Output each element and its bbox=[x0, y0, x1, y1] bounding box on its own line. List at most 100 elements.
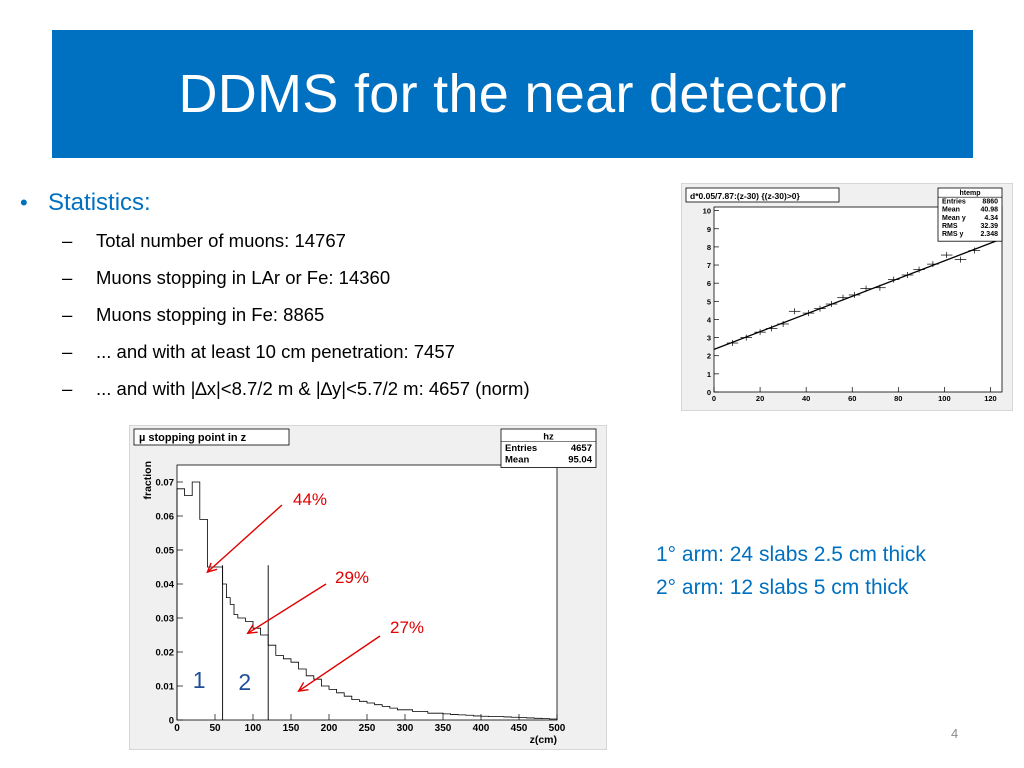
x-tick-label: 0 bbox=[174, 723, 180, 734]
title-bar: DDMS for the near detector bbox=[52, 30, 973, 158]
y-tick-label: 8 bbox=[707, 243, 711, 252]
y-tick-label: 6 bbox=[707, 279, 711, 288]
sub-bullet-list: – Total number of muons: 14767 – Muons sto… bbox=[62, 222, 690, 407]
sub-bullet-item: – Muons stopping in LAr or Fe: 14360 bbox=[62, 259, 690, 296]
x-tick-label: 500 bbox=[549, 723, 566, 734]
stats-label: Entries bbox=[505, 443, 537, 454]
fit-plot: d*0.05/7.87:(z-30) {(z-30)>0} 0 20 40 60 80 1… bbox=[685, 187, 1003, 403]
y-tick-label: 5 bbox=[707, 297, 711, 306]
fit-line bbox=[713, 238, 1003, 350]
percentage-label: 29% bbox=[335, 568, 369, 587]
histogram-steps bbox=[176, 481, 558, 720]
x-tick-label: 200 bbox=[321, 723, 338, 734]
fit-plot-title: d*0.05/7.87:(z-30) {(z-30)>0} bbox=[690, 191, 801, 201]
y-axis-label: fraction bbox=[142, 461, 154, 500]
histogram-plot: µ stopping point in z 0 50 100 150 200 250 300… bbox=[133, 428, 597, 746]
stats-label: Mean bbox=[505, 455, 529, 466]
dash-icon: – bbox=[62, 303, 73, 325]
x-tick-label: 60 bbox=[848, 394, 856, 403]
fit-plot-title-box bbox=[685, 187, 840, 203]
bullet-statistics: • Statistics: bbox=[20, 188, 690, 218]
y-tick-label: 10 bbox=[703, 207, 711, 216]
x-tick-label: 300 bbox=[397, 723, 414, 734]
x-tick-label: 100 bbox=[938, 394, 951, 403]
arm-note: 1° arm: 24 slabs 2.5 cm thick 2° arm: 12… bbox=[656, 538, 926, 604]
y-tick-label: 1 bbox=[707, 370, 711, 379]
y-tick-label: 0.05 bbox=[156, 546, 175, 557]
stats-box-frame bbox=[500, 428, 597, 468]
fit-plot-panel: d*0.05/7.87:(z-30) {(z-30)>0} 0 20 40 60 80 1… bbox=[681, 183, 1013, 411]
y-tick-label: 0.07 bbox=[156, 478, 175, 489]
y-tick-label: 9 bbox=[707, 225, 711, 234]
x-tick-label: 150 bbox=[283, 723, 300, 734]
y-tick-label: 0.06 bbox=[156, 512, 175, 523]
x-tick-label: 250 bbox=[359, 723, 376, 734]
sub-bullet-text: Total number of muons: 14767 bbox=[96, 229, 346, 251]
arrow-head-icon bbox=[297, 682, 309, 693]
arrow-head-icon bbox=[246, 624, 258, 635]
y-tick-label: 0 bbox=[707, 388, 711, 397]
sub-bullet-item: – ... and with at least 10 cm penetration… bbox=[62, 333, 690, 370]
annotation-arrow bbox=[247, 583, 327, 634]
histogram-frame bbox=[176, 464, 558, 721]
stats-box-name: hz bbox=[543, 432, 554, 443]
x-tick-label: 120 bbox=[984, 394, 997, 403]
sub-bullet-text: Muons stopping in Fe: 8865 bbox=[96, 303, 325, 325]
y-tick-label: 2 bbox=[707, 352, 711, 361]
x-tick-label: 50 bbox=[209, 723, 221, 734]
stats-label: Entries bbox=[942, 198, 966, 205]
x-tick-label: 100 bbox=[245, 723, 262, 734]
sub-bullet-item: – Total number of muons: 14767 bbox=[62, 222, 690, 259]
dash-icon: – bbox=[62, 377, 73, 399]
histogram-title: µ stopping point in z bbox=[139, 432, 247, 444]
y-tick-label: 4 bbox=[707, 315, 712, 324]
y-tick-label: 3 bbox=[707, 334, 711, 343]
x-tick-label: 450 bbox=[511, 723, 528, 734]
arrow-head-icon bbox=[206, 562, 218, 574]
y-tick-label: 7 bbox=[707, 261, 711, 270]
stats-box-frame bbox=[937, 187, 1003, 242]
histogram-axes: 0 50 100 150 200 250 300 350 400 450 500 0 0.01 0.02 0… bbox=[142, 461, 566, 746]
stats-label: RMS y bbox=[942, 231, 964, 238]
y-tick-label: 0.02 bbox=[156, 648, 175, 659]
statistics-list: • Statistics: – Total number of muons: 14… bbox=[20, 188, 690, 407]
arm-region-label: 2 bbox=[238, 669, 251, 695]
x-tick-label: 350 bbox=[435, 723, 452, 734]
x-axis-label: z(cm) bbox=[530, 734, 557, 746]
arm-note-line-1: 1° arm: 24 slabs 2.5 cm thick bbox=[656, 543, 926, 566]
stats-value: 8860 bbox=[982, 198, 998, 205]
stats-label: Mean bbox=[942, 207, 960, 214]
y-tick-label: 0.04 bbox=[156, 580, 175, 591]
percentage-label: 44% bbox=[293, 490, 327, 509]
x-tick-label: 80 bbox=[894, 394, 902, 403]
sub-bullet-text: ... and with |∆x|<8.7/2 m & |∆y|<5.7/2 m… bbox=[96, 377, 530, 399]
stats-value: 95.04 bbox=[568, 455, 592, 466]
dash-icon: – bbox=[62, 229, 73, 251]
y-tick-label: 0.01 bbox=[156, 682, 175, 693]
stats-value: 40.98 bbox=[980, 207, 998, 214]
stats-box-name: htemp bbox=[960, 190, 981, 197]
stats-value: 4657 bbox=[571, 443, 592, 454]
sub-bullet-text: Muons stopping in LAr or Fe: 14360 bbox=[96, 266, 391, 288]
annotation-arrow bbox=[298, 635, 381, 692]
x-tick-label: 400 bbox=[473, 723, 490, 734]
histogram-title-box bbox=[133, 428, 290, 446]
dash-icon: – bbox=[62, 266, 73, 288]
annotation-arrow bbox=[206, 504, 283, 573]
x-tick-label: 0 bbox=[712, 394, 716, 403]
stats-value: 4.34 bbox=[984, 215, 998, 222]
sub-bullet-item: – Muons stopping in Fe: 8865 bbox=[62, 296, 690, 333]
sub-bullet-text: ... and with at least 10 cm penetration:… bbox=[96, 340, 455, 362]
x-tick-label: 20 bbox=[756, 394, 764, 403]
arm-note-line-2: 2° arm: 12 slabs 5 cm thick bbox=[656, 576, 909, 599]
stats-label: RMS bbox=[942, 223, 958, 230]
histogram-stats-box: hz Entries 4657 Mean 95.04 bbox=[500, 428, 597, 468]
arm-region-label: 1 bbox=[193, 667, 206, 693]
bullet-dot-icon: • bbox=[20, 190, 28, 215]
stats-value: 2.348 bbox=[980, 231, 998, 238]
dash-icon: – bbox=[62, 340, 73, 362]
sub-bullet-item: – ... and with |∆x|<8.7/2 m & |∆y|<5.7/2 … bbox=[62, 370, 690, 407]
percentage-label: 27% bbox=[390, 618, 424, 637]
histogram-panel: µ stopping point in z 0 50 100 150 200 250 300… bbox=[129, 425, 607, 750]
